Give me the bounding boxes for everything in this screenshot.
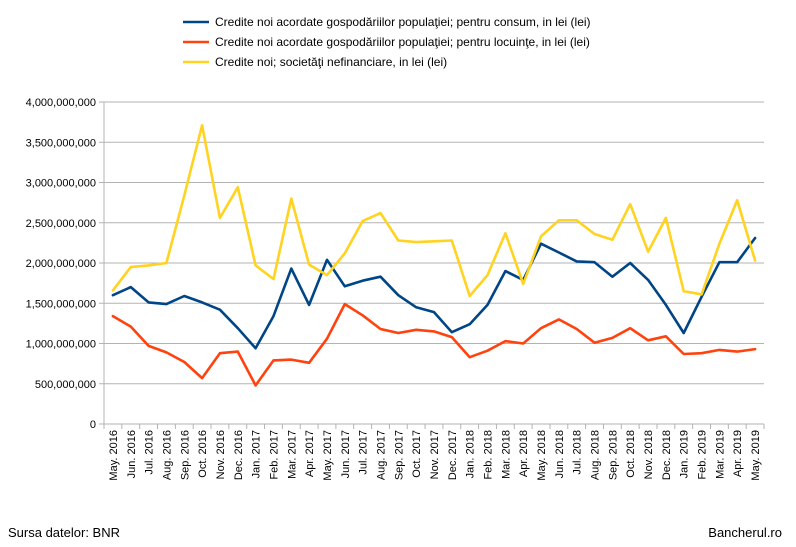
x-tick-label: Jul. 2017 — [358, 430, 370, 475]
x-tick-label: Jun. 2017 — [340, 430, 352, 478]
y-tick-label: 3,000,000,000 — [26, 178, 96, 190]
x-tick-label: Jun. 2016 — [126, 430, 138, 478]
y-tick-label: 1,500,000,000 — [26, 298, 96, 310]
x-tick-label: Jul. 2016 — [144, 430, 156, 475]
y-tick-label: 2,000,000,000 — [26, 258, 96, 270]
y-tick-label: 3,500,000,000 — [26, 137, 96, 149]
x-tick-label: May. 2016 — [108, 430, 120, 481]
x-tick-label: Dec. 2018 — [661, 430, 673, 480]
y-tick-label: 1,000,000,000 — [26, 339, 96, 351]
x-tick-label: Mar. 2018 — [500, 430, 512, 479]
site-name: Bancherul.ro — [708, 525, 782, 540]
x-tick-label: Aug. 2017 — [375, 430, 387, 480]
source-note: Sursa datelor: BNR — [8, 525, 120, 540]
x-tick-label: Nov. 2018 — [643, 430, 655, 479]
x-tick-label: Aug. 2016 — [161, 430, 173, 480]
x-tick-label: Feb. 2017 — [268, 430, 280, 480]
x-tick-label: Jun. 2018 — [554, 430, 566, 478]
legend-label: Credite noi acordate gospodăriilor popul… — [215, 15, 591, 29]
x-tick-label: May. 2017 — [322, 430, 334, 481]
x-tick-label: Nov. 2016 — [215, 430, 227, 479]
y-tick-label: 500,000,000 — [35, 379, 96, 391]
y-tick-label: 4,000,000,000 — [26, 97, 96, 109]
x-tick-label: Sep. 2016 — [179, 430, 191, 480]
x-tick-label: Nov. 2017 — [429, 430, 441, 479]
x-tick-label: Jul. 2018 — [572, 430, 584, 475]
x-tick-label: Mar. 2017 — [286, 430, 298, 479]
x-tick-label: Dec. 2016 — [233, 430, 245, 480]
x-tick-label: Aug. 2018 — [590, 430, 602, 480]
y-tick-label: 2,500,000,000 — [26, 218, 96, 230]
series-line-3 — [111, 124, 757, 298]
legend-label: Credite noi; societăţi nefinanciare, in … — [215, 55, 447, 69]
x-tick-label: Sep. 2017 — [393, 430, 405, 480]
x-tick-label: May. 2019 — [750, 430, 762, 481]
x-tick-label: Sep. 2018 — [607, 430, 619, 480]
series-line-2 — [111, 302, 757, 387]
x-tick-label: Feb. 2019 — [697, 430, 709, 480]
x-tick-label: Apr. 2018 — [518, 430, 530, 477]
x-tick-label: Apr. 2017 — [304, 430, 316, 477]
legend-label: Credite noi acordate gospodăriilor popul… — [215, 35, 590, 49]
series-line-1 — [111, 236, 757, 350]
x-tick-label: Oct. 2017 — [411, 430, 423, 478]
x-tick-label: May. 2018 — [536, 430, 548, 481]
x-tick-label: Jan. 2019 — [679, 430, 691, 478]
x-tick-label: Oct. 2018 — [625, 430, 637, 478]
x-tick-label: Apr. 2019 — [732, 430, 744, 477]
x-tick-label: Mar. 2019 — [714, 430, 726, 479]
x-tick-label: Jan. 2018 — [465, 430, 477, 478]
x-tick-label: Dec. 2017 — [447, 430, 459, 480]
y-tick-label: 0 — [90, 419, 96, 431]
x-tick-label: Jan. 2017 — [251, 430, 263, 478]
x-tick-label: Oct. 2016 — [197, 430, 209, 478]
x-tick-label: Feb. 2018 — [483, 430, 495, 480]
